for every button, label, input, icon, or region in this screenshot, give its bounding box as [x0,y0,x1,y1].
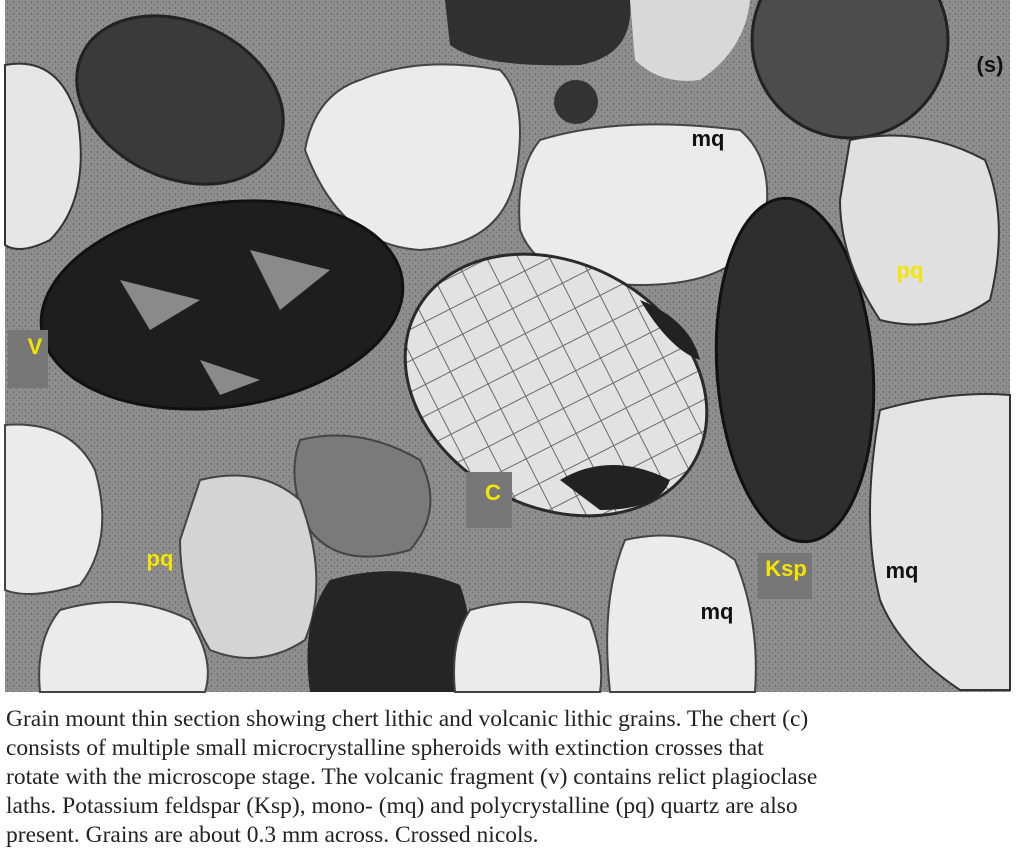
caption-line: present. Grains are about 0.3 mm across.… [6,822,539,848]
label-box [758,553,812,599]
grain [606,534,757,693]
mineral-label: V [28,334,43,359]
grain [554,80,598,124]
mineral-label: mq [886,558,919,583]
grain [714,196,876,544]
grain [4,423,104,595]
mineral-label: pq [897,258,924,283]
mineral-label: Ksp [765,556,807,581]
grain [630,0,750,81]
grain [178,474,318,659]
caption-line: Grain mount thin section showing chert l… [6,706,808,732]
mineral-label: mq [701,599,734,624]
grain [38,601,209,693]
grain [75,14,285,186]
caption-line: laths. Potassium feldspar (Ksp), mono- (… [6,793,798,819]
grain [869,393,1011,691]
mineral-label: mq [692,126,725,151]
grain [453,601,603,693]
label-box [466,472,512,528]
mineral-label: pq [147,546,174,571]
micrograph: mq pq V C pq Ksp mq mq (s) [4,0,1011,693]
mineral-label: C [485,480,501,505]
grain [445,0,631,66]
caption-line: rotate with the microscope stage. The vo… [6,764,817,790]
grain [838,134,1000,326]
extinction [560,300,700,510]
grain [4,62,82,250]
laths [120,250,330,395]
grain [307,571,470,692]
mineral-label: (s) [977,52,1004,77]
grain [303,63,521,252]
grain [750,0,950,140]
caption-line: consists of multiple small microcrystall… [6,735,764,761]
caption: Grain mount thin section showing chert l… [6,706,817,848]
label-box [8,330,48,388]
